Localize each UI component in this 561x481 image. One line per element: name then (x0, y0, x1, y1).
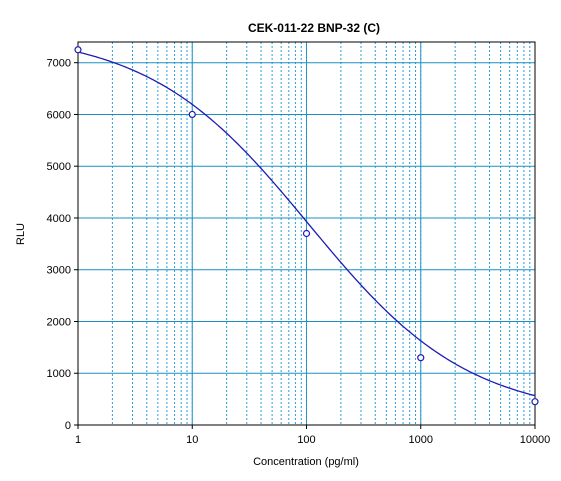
fit-curve (77, 51, 536, 397)
chart-title: CEK-011-22 BNP-32 (C) (248, 21, 380, 35)
y-tick-label: 6000 (47, 109, 71, 121)
y-tick-label: 3000 (47, 265, 71, 277)
x-axis-label: Concentration (pg/ml) (253, 456, 359, 468)
y-tick-label: 4000 (47, 213, 71, 225)
data-points (74, 46, 539, 406)
y-tick-label: 0 (65, 420, 71, 432)
data-point (302, 229, 311, 238)
grid (78, 42, 535, 425)
y-tick-label: 1000 (47, 368, 71, 380)
y-axis-ticks: 0 1000 2000 3000 4000 5000 6000 7000 (47, 58, 78, 432)
data-point (74, 46, 82, 54)
y-tick-label: 7000 (47, 58, 71, 70)
y-tick-label: 5000 (47, 161, 71, 173)
y-axis-label: RLU (15, 223, 27, 245)
data-point (188, 110, 196, 119)
x-tick-label: 100 (297, 434, 315, 446)
x-tick-label: 10 (186, 434, 198, 446)
data-point (531, 398, 539, 406)
y-tick-label: 2000 (47, 316, 71, 328)
x-tick-label: 1 (75, 434, 81, 446)
x-axis-ticks: 1 10 100 1000 10000 (75, 425, 550, 446)
data-point (417, 354, 425, 362)
x-tick-label: 10000 (520, 434, 551, 446)
x-tick-label: 1000 (409, 434, 433, 446)
